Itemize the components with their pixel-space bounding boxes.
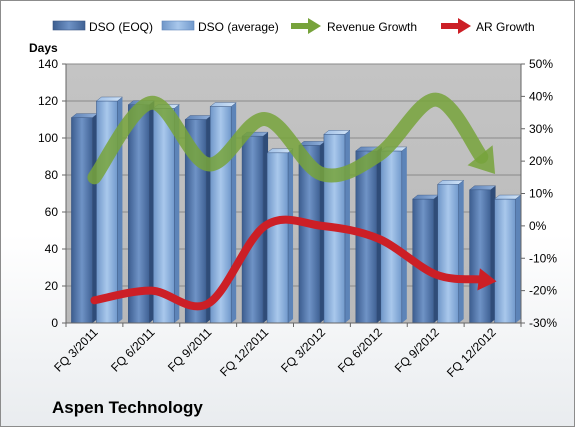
legend-item-dso-eoq: DSO (EOQ) bbox=[52, 20, 153, 34]
bar-side-dso-average-5 bbox=[401, 146, 407, 323]
legend-swatch-dso-average bbox=[161, 20, 195, 31]
legend-item-ar-growth: AR Growth bbox=[441, 18, 535, 34]
x-tick-label-4: FQ 3/2012 bbox=[278, 325, 328, 375]
left-axis-ticks: 0 20 40 60 80 100 120 140 bbox=[38, 57, 58, 330]
bar-top-dso-average-2 bbox=[209, 102, 237, 107]
line-revenue-growth bbox=[87, 92, 489, 185]
bar-top-dso-eoq-7 bbox=[468, 185, 497, 191]
x-tick-label-5: FQ 6/2012 bbox=[335, 325, 385, 375]
x-tick-label-3: FQ 12/2011 bbox=[217, 325, 271, 379]
legend-item-revenue-growth: Revenue Growth bbox=[291, 18, 417, 34]
right-tick-label-7: 40% bbox=[529, 89, 553, 103]
line-ar-growth bbox=[90, 215, 485, 311]
bar-side-dso-average-0 bbox=[117, 97, 123, 323]
bar-dso-average-7 bbox=[494, 198, 516, 324]
right-axis-ticks: -30% -20% -10% 0% 10% 20% 30% 40% 50% bbox=[529, 57, 557, 330]
right-tick-label-5: 20% bbox=[529, 154, 553, 168]
bar-side-dso-average-6 bbox=[458, 180, 464, 323]
left-tick-label-5: 100 bbox=[38, 131, 58, 145]
bar-dso-eoq-7 bbox=[469, 189, 491, 324]
x-tick-label-0: FQ 3/2011 bbox=[51, 325, 101, 375]
left-tick-label-3: 60 bbox=[45, 205, 59, 219]
bar-dso-eoq-0 bbox=[71, 117, 93, 324]
y-axis-title: Days bbox=[29, 41, 58, 55]
left-tick-label-4: 80 bbox=[45, 168, 59, 182]
right-tick-label-2: -10% bbox=[529, 251, 557, 265]
bar-top-dso-average-6 bbox=[437, 180, 465, 185]
bar-side-dso-average-1 bbox=[174, 104, 180, 324]
x-tick-label-7: FQ 12/2012 bbox=[444, 325, 499, 380]
legend: DSO (EOQ) DSO (average) Revenue Growth A… bbox=[52, 18, 535, 34]
bar-top-dso-average-0 bbox=[95, 96, 124, 102]
left-tick-label-1: 20 bbox=[45, 279, 59, 293]
legend-label-dso-average: DSO (average) bbox=[198, 20, 279, 34]
left-tick-label-6: 120 bbox=[38, 94, 58, 108]
left-tick-label-0: 0 bbox=[51, 316, 58, 330]
legend-label-dso-eoq: DSO (EOQ) bbox=[89, 20, 153, 34]
right-tick-label-0: -30% bbox=[529, 316, 557, 330]
right-tick-label-6: 30% bbox=[529, 122, 553, 136]
left-tick-label-2: 40 bbox=[45, 242, 59, 256]
right-tick-label-8: 50% bbox=[529, 57, 553, 71]
bar-top-dso-average-4 bbox=[323, 130, 351, 135]
x-tick-label-1: FQ 6/2011 bbox=[108, 325, 158, 375]
right-tick-label-4: 10% bbox=[529, 187, 553, 201]
legend-swatch-dso-eoq bbox=[52, 20, 86, 31]
left-tick-label-7: 140 bbox=[38, 57, 58, 71]
bar-dso-average-3 bbox=[266, 152, 289, 324]
axes bbox=[62, 63, 525, 327]
bar-side-dso-average-3 bbox=[288, 148, 294, 323]
legend-label-revenue-growth: Revenue Growth bbox=[327, 20, 417, 34]
arrowhead-ar-growth bbox=[477, 268, 497, 291]
company-name: Aspen Technology bbox=[52, 398, 203, 417]
legend-item-dso-average: DSO (average) bbox=[161, 20, 279, 34]
x-tick-label-2: FQ 9/2011 bbox=[165, 325, 215, 375]
legend-arrow-revenue-growth bbox=[291, 18, 321, 34]
bar-dso-average-6 bbox=[437, 184, 459, 324]
legend-arrow-ar-growth bbox=[441, 18, 471, 34]
x-tick-label-6: FQ 9/2012 bbox=[392, 325, 442, 375]
arrowhead-revenue-growth bbox=[467, 145, 496, 174]
right-tick-label-1: -20% bbox=[529, 284, 557, 298]
bar-side-dso-average-7 bbox=[515, 195, 521, 323]
right-tick-label-3: 0% bbox=[529, 219, 547, 233]
growth-lines bbox=[87, 92, 497, 311]
x-axis-ticks: FQ 3/2011 FQ 6/2011 FQ 9/2011 FQ 12/2011 FQ … bbox=[51, 325, 499, 380]
legend-label-ar-growth: AR Growth bbox=[476, 20, 535, 34]
